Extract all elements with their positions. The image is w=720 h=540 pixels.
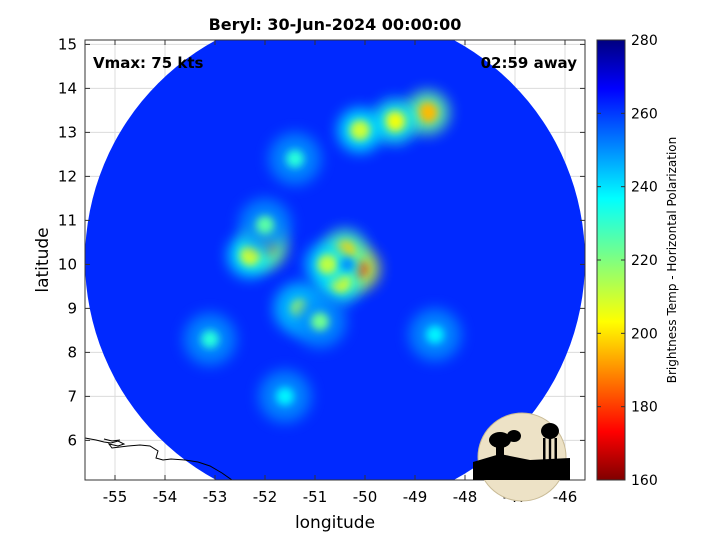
cimss-logo: CIMSS — [473, 412, 570, 502]
logo-ground — [473, 454, 570, 480]
feature-cell-northeast-2 — [385, 111, 405, 132]
x-tick-label: -50 — [353, 488, 378, 506]
y-tick-label: 9 — [67, 299, 77, 317]
coastline-inlet — [103, 438, 121, 442]
x-axis-label: longitude — [295, 513, 375, 533]
x-tick-label: -48 — [453, 488, 478, 506]
y-tick-label: 8 — [67, 343, 77, 361]
y-tick-label: 7 — [67, 387, 77, 405]
chart-title: Beryl: 30-Jun-2024 00:00:00 — [209, 15, 462, 34]
feature-band-far-west — [201, 330, 219, 349]
water-tower-icon — [541, 423, 559, 462]
y-tick-label: 15 — [58, 35, 77, 53]
feature-band-south — [311, 312, 329, 331]
x-tick-label: -46 — [553, 488, 578, 506]
plot-frame — [84, 39, 586, 481]
feature-cell-northeast-3 — [350, 120, 370, 141]
colorbar-label: Brightness Temp - Horizontal Polarizatio… — [665, 137, 679, 384]
y-tick-label: 12 — [58, 167, 77, 185]
feature-eye — [340, 257, 355, 272]
time-away-annotation: 02:59 away — [481, 54, 578, 72]
coastline — [85, 437, 233, 480]
x-tick-label: -55 — [103, 488, 128, 506]
feature-band-southeast — [426, 325, 444, 344]
colorbar-tick-label: 220 — [631, 253, 658, 269]
vmax-annotation: Vmax: 75 kts — [93, 54, 203, 72]
colorbar-tick-label: 280 — [631, 33, 658, 49]
y-tick-label: 14 — [58, 79, 77, 97]
x-tick-label: -49 — [403, 488, 428, 506]
colorbar — [596, 39, 626, 481]
y-axis-label: latitude — [33, 227, 53, 292]
x-tick-label: -54 — [153, 488, 178, 506]
feature-band-west-outer — [240, 245, 260, 266]
feature-cell-northeast-1 — [417, 102, 438, 123]
x-tick-label: -51 — [303, 488, 328, 506]
colorbar-tick-label: 260 — [631, 106, 658, 122]
colorbar-tick-label: 240 — [631, 180, 658, 196]
x-tick-label: -53 — [203, 488, 228, 506]
colorbar-tick-label: 200 — [631, 326, 658, 342]
logo-text: CIMSS — [488, 466, 556, 479]
colorbar-tick-label: 180 — [631, 400, 658, 416]
y-tick-label: 6 — [67, 431, 77, 449]
feature-band-northwest — [256, 215, 274, 234]
feature-eyewall-west — [317, 254, 338, 275]
colorbar-ticks: 160 180 200 220 240 260 280 — [597, 33, 658, 489]
feature-band-far-south — [276, 387, 294, 406]
feature-band-north-arc — [286, 149, 304, 168]
colorbar-tick-label: 160 — [631, 473, 658, 489]
x-tick-label: -52 — [253, 488, 278, 506]
y-tick-label: 13 — [58, 123, 77, 141]
y-tick-label: 10 — [58, 255, 77, 273]
axis-ticks: -55-54-53-52-51-50-49-48-47-466789101112… — [58, 35, 585, 506]
y-tick-label: 11 — [58, 211, 77, 229]
convective-features — [184, 90, 461, 423]
